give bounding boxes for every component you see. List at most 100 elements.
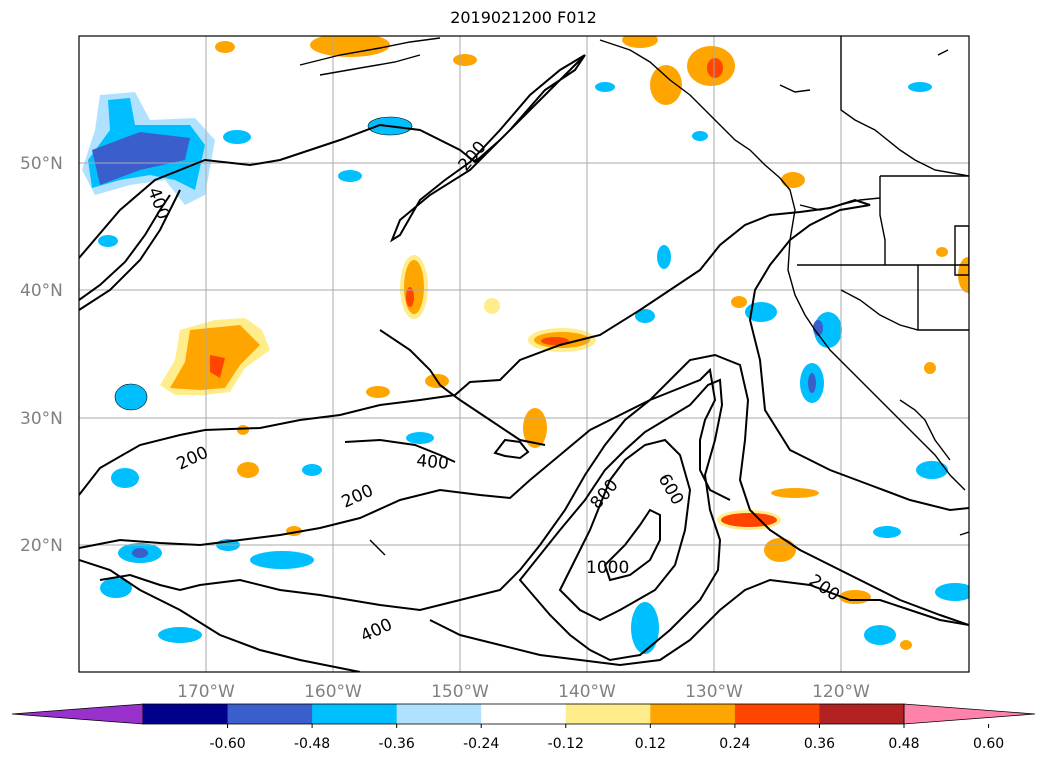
colorbar-segment (396, 704, 482, 724)
neg-anomaly-area (111, 468, 139, 488)
colorbar-tick-label: 0.24 (719, 736, 750, 752)
colorbar-frame (142, 703, 905, 725)
contour-400-inner (79, 194, 171, 301)
neg-anomaly-area (100, 578, 132, 598)
longitude-labels: 170°W 160°W 150°W 140°W 130°W 120°W (177, 682, 870, 702)
neg-anomaly-area (250, 551, 314, 569)
neg-anomaly-area (98, 235, 118, 247)
pos-anomaly-area (210, 355, 225, 378)
lon-label-170w: 170°W (177, 682, 235, 702)
colorbar-tick-label: -0.24 (463, 736, 499, 752)
lon-label-130w: 130°W (685, 682, 743, 702)
colorbar-tick-label: 0.48 (888, 736, 919, 752)
contour-label: 200 (339, 481, 377, 513)
colorbar-segment (481, 704, 567, 724)
lon-label-150w: 150°W (431, 682, 489, 702)
contour-200-mid (79, 198, 969, 512)
contour-se (429, 578, 969, 667)
contour-low-loop (379, 329, 546, 446)
pos-anomaly-area (650, 65, 682, 105)
pos-anomaly-area (900, 640, 912, 650)
pos-anomaly-area (622, 36, 658, 48)
neg-anomaly-area (92, 132, 190, 185)
lat-label-20n: 20°N (20, 536, 63, 556)
shaded-fields (82, 36, 969, 654)
neg-anomaly-area (406, 432, 434, 444)
pos-anomaly-area (310, 36, 390, 57)
lon-label-160w: 160°W (304, 682, 362, 702)
contour-1000 (603, 508, 661, 582)
pos-anomaly-area (237, 462, 259, 478)
contour-600 (518, 378, 724, 662)
map-title: 2019021200 F012 (450, 8, 597, 27)
colorbar-tick-label: -0.60 (209, 736, 245, 752)
pos-anomaly-area (484, 298, 500, 314)
height-contours (79, 54, 969, 672)
colorbar-tick-label: -0.48 (294, 736, 330, 752)
lon-label-120w: 120°W (812, 682, 870, 702)
colorbar-tick-label: -0.36 (379, 736, 415, 752)
contour-200-lower (79, 367, 731, 549)
contour-400-mid (344, 438, 456, 463)
pos-anomaly-area (764, 538, 796, 562)
colorbar: -0.60 -0.48 -0.36 -0.24 -0.12 0.12 0.24 0.36 0.4… (11, 703, 1036, 752)
colorbar-tick-label: -0.12 (548, 736, 584, 752)
colorbar-segment (143, 704, 229, 724)
neg-anomaly-area (132, 548, 148, 558)
latitude-labels: 50°N 40°N 30°N 20°N (20, 154, 63, 556)
neg-anomaly-area (916, 461, 948, 479)
neg-anomaly-area (302, 464, 322, 476)
colorbar-tick-label: 0.12 (635, 736, 666, 752)
colorbar-segment (819, 704, 905, 724)
colorbar-segment (650, 704, 736, 724)
contour-label: 400 (358, 615, 396, 647)
colorbar-segments (11, 703, 1036, 725)
pos-anomaly-area (404, 260, 424, 314)
pos-anomaly-area (731, 296, 747, 308)
contour-far-south (79, 559, 361, 672)
colorbar-segment (565, 704, 651, 724)
colorbar-extend-low (11, 703, 144, 725)
lat-label-30n: 30°N (20, 409, 63, 429)
pos-anomaly-area (215, 41, 235, 53)
map-frame (78, 35, 970, 673)
neg-anomaly-area (873, 526, 901, 538)
contour-label: 400 (143, 185, 173, 222)
neg-anomaly-area (114, 383, 148, 411)
colorbar-tick-label: 0.36 (804, 736, 835, 752)
contour-400-lower (99, 353, 969, 626)
contour-800 (558, 438, 692, 622)
neg-anomaly-area (158, 627, 202, 643)
lat-label-40n: 40°N (20, 281, 63, 301)
colorbar-segment (734, 704, 820, 724)
neg-anomaly-area (808, 373, 816, 393)
neg-anomaly-area (692, 131, 708, 141)
lat-label-50n: 50°N (20, 154, 63, 174)
pos-anomaly-area (771, 488, 819, 498)
contour-label: 200 (805, 571, 843, 606)
pos-anomaly-area (707, 58, 723, 78)
contour-labels: 200 400 200 200 400 200 400 800 600 1000 (143, 137, 843, 646)
neg-anomaly-area (935, 583, 969, 601)
contour-label: 400 (416, 451, 450, 474)
neg-anomaly-area (595, 82, 615, 92)
neg-anomaly-area (338, 170, 362, 182)
colorbar-segment (312, 704, 398, 724)
pos-anomaly-area (924, 362, 936, 374)
pos-anomaly-area (541, 337, 569, 345)
contour-feature (493, 438, 530, 460)
map-content: 200 400 200 200 400 200 400 800 600 1000 (79, 36, 969, 672)
neg-anomaly-area (864, 625, 896, 645)
contour-label: 1000 (586, 558, 629, 578)
contour-label: 600 (654, 471, 688, 509)
contour-200-north (79, 54, 586, 259)
colorbar-ticks: -0.60 -0.48 -0.36 -0.24 -0.12 0.12 0.24 0.36 0.4… (209, 724, 1004, 752)
colorbar-segment (227, 704, 313, 724)
neg-anomaly-area (813, 320, 823, 336)
neg-anomaly-area (631, 602, 659, 654)
neg-anomaly-area (635, 309, 655, 323)
contour-400-south (79, 189, 181, 311)
pos-anomaly-area (453, 54, 477, 66)
pos-anomaly-area (237, 425, 249, 435)
